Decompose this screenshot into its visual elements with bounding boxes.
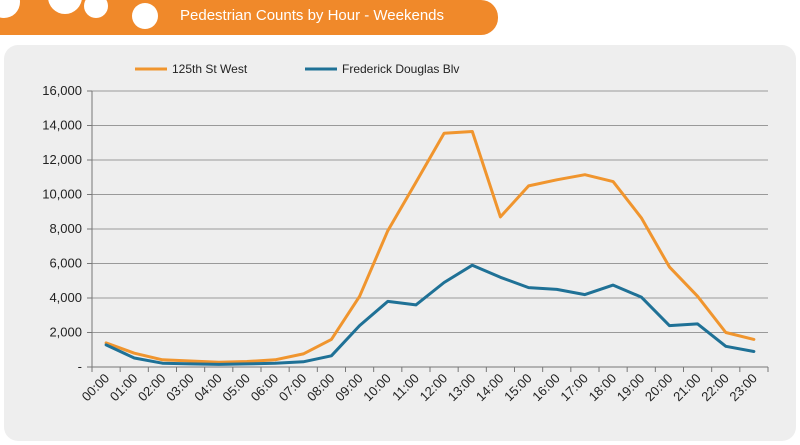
y-tick-label: 16,000 (42, 83, 82, 98)
y-tick-label: 2,000 (49, 325, 82, 340)
x-tick-label: 04:00 (191, 371, 225, 405)
x-tick-label: 05:00 (219, 371, 253, 405)
series-line-1 (104, 263, 756, 366)
x-tick-label: 18:00 (586, 371, 620, 405)
y-tick-label: 10,000 (42, 187, 82, 202)
legend-label: Frederick Douglas Blv (342, 62, 459, 76)
grid-lines (92, 90, 768, 333)
y-tick-label: 8,000 (49, 221, 82, 236)
x-tick-label: 14:00 (473, 371, 507, 405)
x-tick-label: 23:00 (726, 371, 760, 405)
chart-title: Pedestrian Counts by Hour - Weekends (180, 7, 445, 24)
x-tick-label: 08:00 (304, 371, 338, 405)
chart-panel (4, 45, 796, 441)
decorative-dot (48, 0, 82, 14)
y-tick-labels: - 2,000 4,000 6,000 8,000 10,000 12,000 14,000 1… (42, 83, 82, 374)
x-tick-label: 17:00 (557, 371, 591, 405)
x-tick-label: 00:00 (79, 371, 113, 405)
header-band: Pedestrian Counts by Hour - Weekends (0, 0, 498, 35)
x-tick-label: 13:00 (445, 371, 479, 405)
y-tick-label: 6,000 (49, 256, 82, 271)
x-tick-label: 10:00 (360, 371, 394, 405)
y-tick-label: 4,000 (49, 290, 82, 305)
x-tick-label: 19:00 (614, 371, 648, 405)
decorative-dot (0, 0, 20, 18)
y-tick-label: 12,000 (42, 152, 82, 167)
x-tick-label: 20:00 (642, 371, 676, 405)
legend-label: 125th St West (172, 62, 248, 76)
x-tick-label: 21:00 (670, 371, 704, 405)
x-tick-label: 07:00 (276, 371, 310, 405)
x-tick-label: 16:00 (529, 371, 563, 405)
x-tick-label: 12:00 (417, 371, 451, 405)
y-tick-label: - (78, 359, 82, 374)
x-tick-label: 01:00 (107, 371, 141, 405)
legend: 125th St West Frederick Douglas Blv (135, 62, 459, 76)
x-tick-label: 22:00 (698, 371, 732, 405)
x-tick-label: 03:00 (163, 371, 197, 405)
x-tick-label: 06:00 (248, 371, 282, 405)
x-tick-label: 09:00 (332, 371, 366, 405)
series-line-0 (104, 130, 756, 364)
x-tick-label: 15:00 (501, 371, 535, 405)
y-tick-label: 14,000 (42, 118, 82, 133)
series-lines (104, 130, 756, 366)
x-tick-label: 02:00 (135, 371, 169, 405)
decorative-dot (84, 0, 108, 18)
x-tick-labels: 00:0001:0002:0003:0004:0005:0006:0007:00… (79, 371, 760, 405)
decorative-dot (132, 3, 158, 29)
x-tick-label: 11:00 (389, 371, 422, 404)
axes (87, 90, 769, 372)
